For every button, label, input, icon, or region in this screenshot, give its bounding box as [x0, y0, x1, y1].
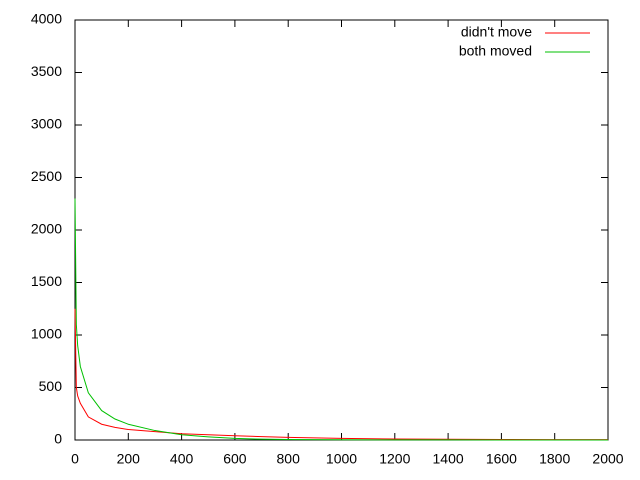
y-tick-label: 3500 — [31, 63, 62, 79]
y-tick-label: 4000 — [31, 11, 62, 27]
legend-label: both moved — [459, 43, 532, 59]
x-tick-label: 1400 — [433, 451, 464, 467]
y-tick-label: 1000 — [31, 326, 62, 342]
x-tick-label: 800 — [277, 451, 301, 467]
series-line — [74, 308, 609, 441]
legend-label: didn't move — [461, 24, 532, 40]
y-tick-label: 500 — [39, 378, 63, 394]
x-tick-label: 1200 — [379, 451, 410, 467]
y-tick-label: 3000 — [31, 116, 62, 132]
x-tick-label: 600 — [223, 451, 247, 467]
series-line — [74, 198, 608, 441]
x-tick-label: 1800 — [539, 451, 570, 467]
x-tick-label: 1600 — [486, 451, 517, 467]
x-tick-label: 200 — [117, 451, 141, 467]
y-tick-label: 2000 — [31, 221, 62, 237]
x-tick-label: 400 — [170, 451, 194, 467]
y-tick-label: 1500 — [31, 273, 62, 289]
plot-frame — [74, 19, 609, 441]
x-tick-label: 2000 — [592, 451, 623, 467]
y-tick-label: 2500 — [31, 168, 62, 184]
x-tick-label: 1000 — [326, 451, 357, 467]
x-tick-label: 0 — [71, 451, 79, 467]
y-tick-label: 0 — [54, 431, 62, 447]
